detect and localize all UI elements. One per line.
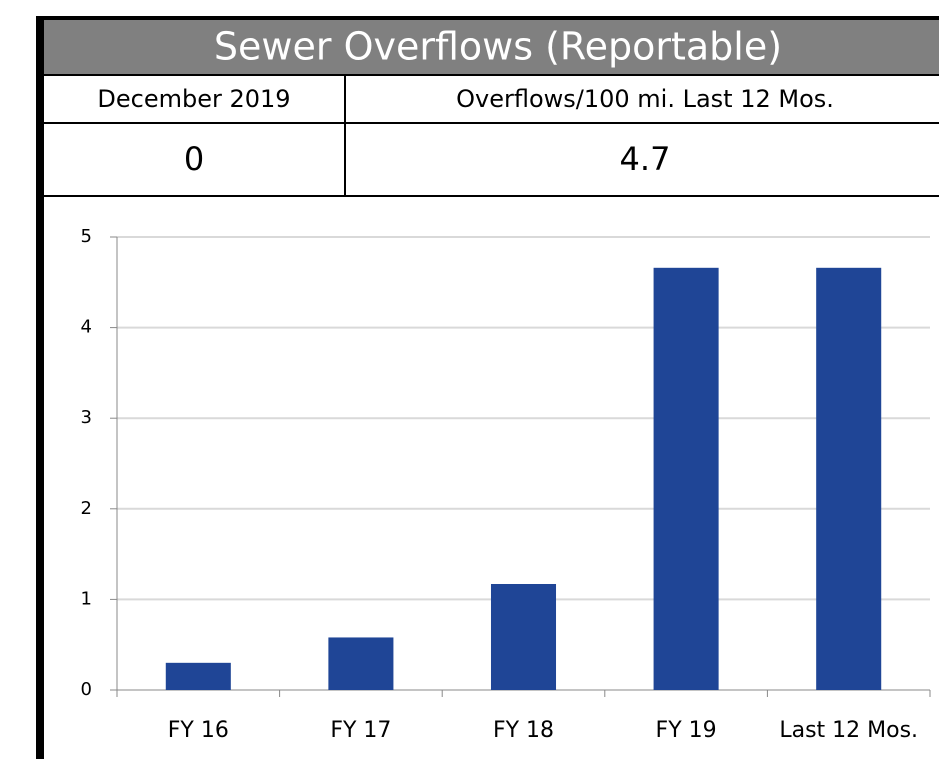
y-tick-label: 1	[81, 588, 92, 609]
x-tick-label: Last 12 Mos.	[779, 718, 918, 743]
x-tick-label: FY 19	[656, 718, 717, 743]
x-tick-label: FY 16	[168, 718, 229, 743]
y-tick-label: 0	[81, 679, 92, 700]
bar	[816, 267, 882, 690]
table-header: December 2019	[97, 85, 290, 113]
bar	[490, 583, 557, 690]
bar	[165, 662, 231, 690]
x-tick-label: FY 17	[330, 718, 391, 743]
header-title: Sewer Overflows (Reportable)	[214, 25, 782, 69]
table-value: 4.7	[620, 140, 671, 178]
bar	[653, 267, 719, 690]
x-tick-label: FY 18	[493, 718, 554, 743]
left-border	[36, 16, 44, 759]
table-value: 0	[184, 140, 204, 178]
y-tick-label: 2	[81, 498, 92, 519]
top-border	[36, 16, 939, 20]
y-tick-label: 4	[81, 317, 92, 338]
table-header: Overflows/100 mi. Last 12 Mos.	[456, 85, 834, 113]
header-bar	[44, 20, 939, 75]
y-tick-label: 5	[81, 226, 92, 247]
y-tick-label: 3	[81, 407, 92, 428]
bar	[328, 637, 394, 690]
